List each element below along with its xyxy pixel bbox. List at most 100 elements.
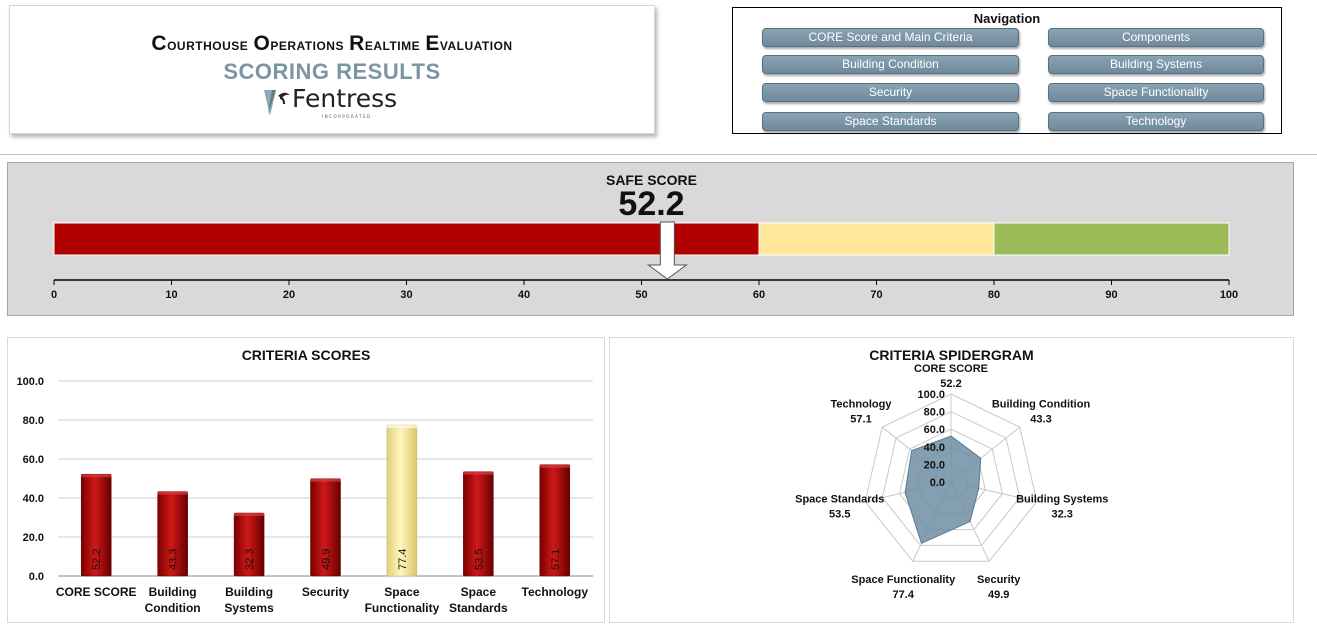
nav-components-button[interactable]: Components [1048, 28, 1264, 47]
score-arrow-marker [646, 221, 688, 280]
bar-top-bevel [310, 478, 341, 482]
bar-value-label: 32.3 [244, 549, 256, 570]
radar-tick-label: 0.0 [930, 477, 945, 489]
radar-axis-label: CORE SCORE [914, 363, 988, 375]
nav-space-functionality-button[interactable]: Space Functionality [1048, 83, 1264, 102]
nav-building-systems-button[interactable]: Building Systems [1048, 55, 1264, 74]
navigation-panel: Navigation CORE Score and Main Criteria … [732, 7, 1282, 134]
y-tick-label: 20.0 [23, 532, 44, 544]
radar-axis-label: Security [977, 574, 1021, 586]
bar-value-label: 77.4 [397, 549, 409, 570]
gauge-tick-label: 30 [400, 289, 412, 301]
radar-tick-label: 20.0 [924, 459, 945, 471]
x-category-label: Functionality [365, 601, 440, 615]
navigation-title: Navigation [973, 11, 1041, 26]
gauge-tick-label: 60 [753, 289, 765, 301]
radar-ring [864, 393, 1038, 562]
x-category-label: Space [384, 585, 420, 599]
gauge-tick-label: 70 [870, 289, 882, 301]
radar-axis-value: 77.4 [893, 589, 915, 601]
x-category-label: Condition [145, 601, 201, 615]
fentress-logo-icon [264, 90, 290, 116]
fentress-logo: Fentress INCORPORATED [260, 84, 410, 122]
radar-tick-label: 100.0 [917, 389, 945, 401]
radar-tick-label: 60.0 [924, 424, 945, 436]
x-category-label: Systems [224, 601, 274, 615]
y-tick-label: 60.0 [23, 454, 44, 466]
x-category-label: Standards [449, 601, 508, 615]
title-word-rest: ourthouse [167, 35, 254, 54]
radar-series-area [904, 435, 982, 545]
x-category-label: Technology [522, 585, 589, 599]
radar-tick-label: 80.0 [924, 407, 945, 419]
title-word-rest: perations [270, 35, 350, 54]
bar-top-bevel [539, 464, 570, 468]
radar-axis-value: 53.5 [829, 508, 850, 520]
radar-axis-value: 32.3 [1052, 508, 1073, 520]
gauge-tick-label: 80 [988, 289, 1000, 301]
bar [463, 471, 494, 577]
bar-top-bevel [81, 474, 112, 478]
nav-technology-button[interactable]: Technology [1048, 112, 1264, 131]
y-tick-label: 80.0 [23, 415, 44, 427]
bar-top-bevel [234, 513, 265, 517]
safe-score-title: SAFE SCORE [605, 172, 697, 188]
radar-axis-label: Building Condition [992, 398, 1091, 410]
radar-axis-label: Building Systems [1016, 493, 1108, 505]
criteria-scores-title: CRITERIA SCORES [241, 347, 371, 363]
gauge-tick-label: 10 [165, 289, 177, 301]
title-word-initial: C [151, 32, 168, 55]
safe-score-panel: 0 10 20 30 40 50 60 70 80 90 100 SAFE SCORE 52.2 [7, 162, 1294, 316]
gauge-tick-label: 20 [283, 289, 295, 301]
bar-value-label: 43.3 [168, 549, 180, 570]
nav-space-standards-button[interactable]: Space Standards [762, 112, 1019, 131]
radar-axis-label: Technology [831, 398, 893, 410]
section-divider [0, 154, 1317, 155]
x-category-label: Security [302, 585, 350, 599]
radar-axis-value: 57.1 [850, 413, 871, 425]
gauge-tick-label: 0 [51, 289, 57, 301]
bar-value-label: 52.2 [91, 549, 103, 570]
radar-ring [881, 411, 1021, 546]
nav-building-condition-button[interactable]: Building Condition [762, 55, 1019, 74]
gauge-tick-label: 90 [1105, 289, 1117, 301]
bar-value-label: 53.5 [473, 549, 485, 570]
criteria-scores-chart: 0.0 20.0 40.0 60.0 80.0 100.0 52.2 CORE SCORE 43… [16, 376, 593, 615]
bar-value-label: 57.1 [550, 549, 562, 570]
bar-top-bevel [463, 471, 494, 475]
title-word-initial: E [425, 32, 440, 55]
x-category-label: Building [225, 585, 273, 599]
criteria-spidergram-title: CRITERIA SPIDERGRAM [869, 347, 1034, 363]
title-word-rest: valuation [439, 35, 513, 54]
radar-axis-label: Space Functionality [851, 574, 956, 586]
y-tick-label: 40.0 [23, 493, 44, 505]
gauge-tick-label: 50 [635, 289, 647, 301]
logo-text: Fentress [292, 84, 398, 113]
bar-top-bevel [386, 425, 417, 429]
criteria-spidergram-panel: 0.0 20.0 40.0 60.0 80.0 100.0 CORE SCORE 52.2 Bu… [609, 337, 1294, 623]
y-tick-label: 100.0 [16, 376, 44, 388]
radar-axis-label: Space Standards [795, 493, 884, 505]
x-category-label: CORE SCORE [56, 585, 137, 599]
nav-security-button[interactable]: Security [762, 83, 1019, 102]
radar-axis-value: 43.3 [1030, 413, 1051, 425]
nav-core-score-button[interactable]: CORE Score and Main Criteria [762, 28, 1019, 47]
score-band-0 [53, 222, 760, 256]
title-word-initial: O [253, 32, 271, 55]
criteria-scores-panel: 0.0 20.0 40.0 60.0 80.0 100.0 52.2 CORE SCORE 43… [7, 337, 605, 623]
bar-top-bevel [157, 491, 188, 495]
score-band-1 [758, 222, 995, 256]
radar-axis-value: 49.9 [988, 589, 1009, 601]
radar-tick-label: 40.0 [924, 442, 945, 454]
y-tick-label: 0.0 [29, 571, 44, 583]
x-category-label: Space [461, 585, 497, 599]
x-category-label: Building [149, 585, 197, 599]
radar-axis-value: 52.2 [940, 378, 961, 390]
header-title-box: Courthouse Operations Realtime Evaluatio… [9, 5, 655, 134]
app-title: Courthouse Operations Realtime Evaluatio… [10, 32, 654, 56]
gauge-tick-label: 100 [1220, 289, 1238, 301]
safe-score-value: 52.2 [618, 185, 685, 223]
gauge-tick-label: 40 [518, 289, 530, 301]
criteria-spidergram-chart: 0.0 20.0 40.0 60.0 80.0 100.0 CORE SCORE 52.2 Bu… [795, 363, 1108, 601]
title-word-initial: R [349, 32, 365, 55]
